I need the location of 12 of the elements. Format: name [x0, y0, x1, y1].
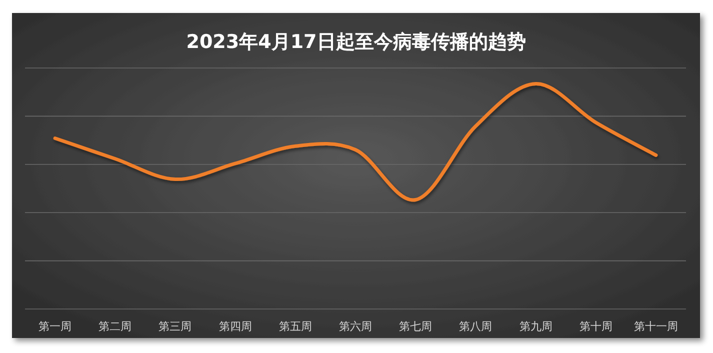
x-tick-label: 第十一周 — [634, 320, 678, 333]
x-tick-label: 第五周 — [278, 320, 312, 333]
x-tick-label: 第八周 — [459, 320, 492, 333]
chart-title: 2023年4月17日起至今病毒传播的趋势 — [186, 31, 526, 53]
x-tick-label: 第一周 — [38, 320, 72, 333]
x-tick-label: 第七周 — [399, 320, 432, 333]
x-tick-label: 第四周 — [218, 320, 252, 333]
x-tick-label: 第三周 — [158, 320, 192, 333]
x-tick-label: 第九周 — [519, 320, 552, 333]
x-tick-label: 第六周 — [339, 320, 372, 333]
x-tick-label: 第二周 — [98, 320, 132, 333]
x-tick-label: 第十周 — [579, 320, 612, 333]
